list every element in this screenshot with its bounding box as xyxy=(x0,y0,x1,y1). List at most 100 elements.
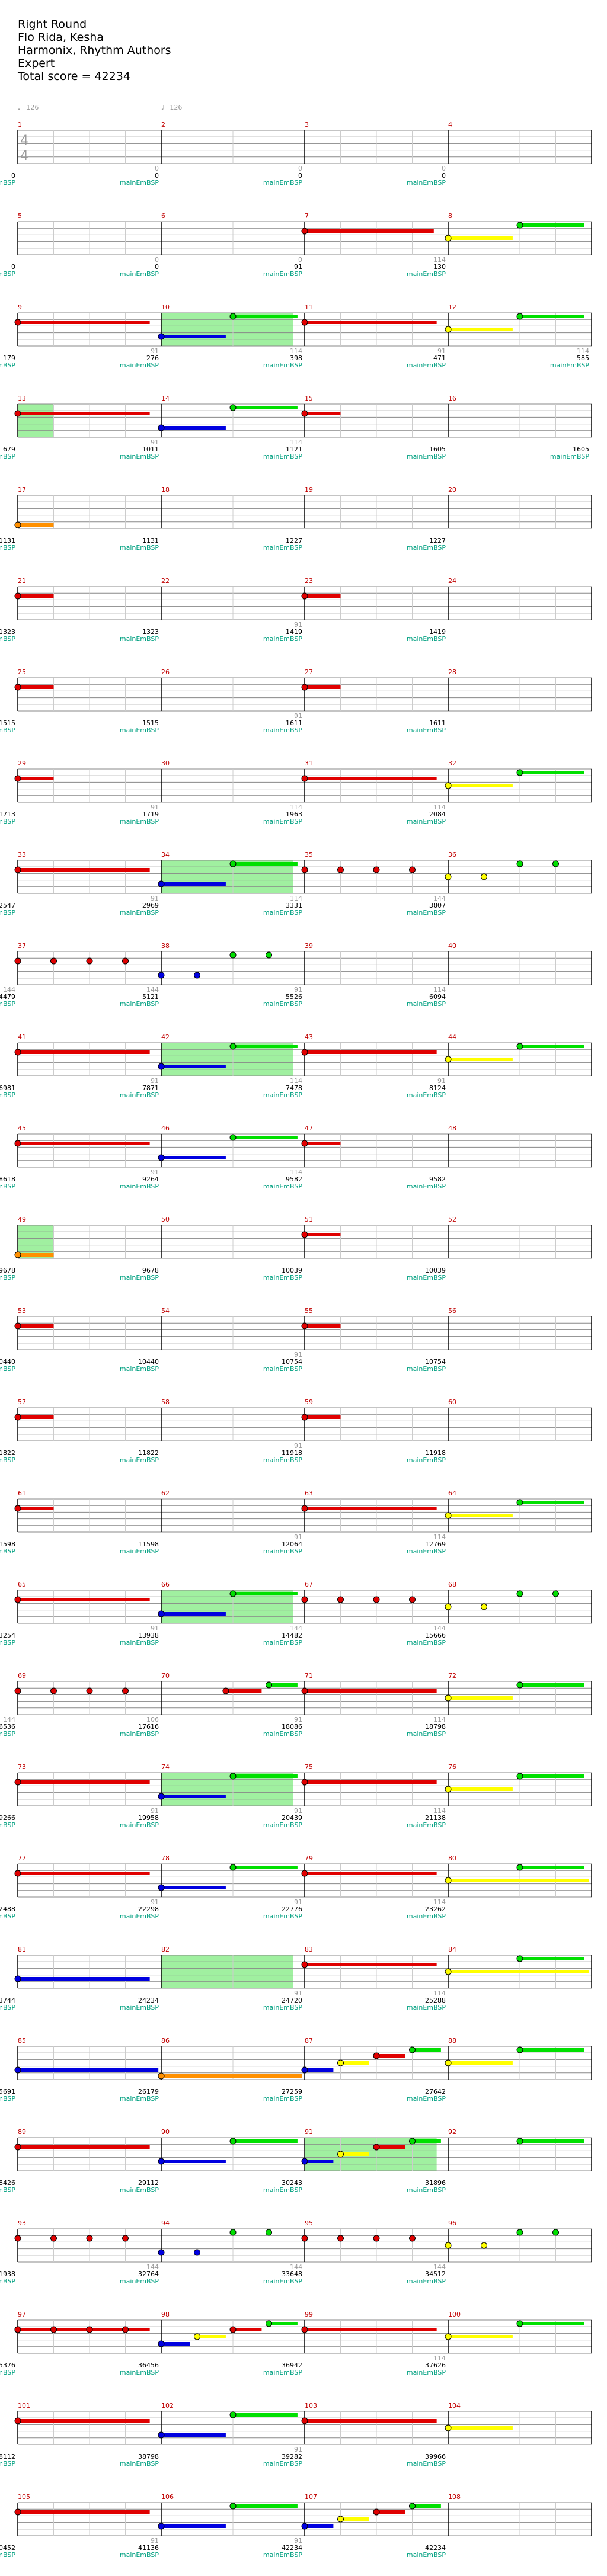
measure-number: 99 xyxy=(305,2311,313,2318)
song-charter: Harmonix, Rhythm Authors xyxy=(18,44,171,57)
starpower-section xyxy=(161,1773,293,1806)
cumulative-score: 1605 xyxy=(573,446,589,453)
measure-number: 8 xyxy=(448,212,452,220)
measure-number: 13 xyxy=(18,395,26,402)
cumulative-score: 8124 xyxy=(429,1084,446,1092)
note-points: 91 xyxy=(294,2446,302,2453)
multiplier-label: mainEmBSP xyxy=(0,1639,15,1646)
multiplier-label: mainEmBSP xyxy=(263,1547,302,1555)
multiplier-label: mainEmBSP xyxy=(120,1183,159,1190)
note-gem xyxy=(14,1505,21,1512)
measure-number: 102 xyxy=(161,2402,174,2410)
measure-number: 10 xyxy=(161,303,170,311)
cumulative-score: 11598 xyxy=(0,1540,15,1548)
cumulative-score: 22488 xyxy=(0,1905,15,1913)
cumulative-score: 7478 xyxy=(286,1084,302,1092)
cumulative-score: 34512 xyxy=(425,2270,446,2278)
note-gem xyxy=(14,1049,21,1056)
note-gem xyxy=(301,1687,308,1694)
measure-number: 100 xyxy=(448,2311,461,2318)
note-points: 114 xyxy=(290,1077,302,1085)
cumulative-score: 20439 xyxy=(282,1814,302,1822)
measure-number: 105 xyxy=(18,2493,30,2501)
note-gem xyxy=(301,1596,308,1603)
note-gem xyxy=(445,2059,452,2066)
note-gem xyxy=(445,2424,452,2431)
cumulative-score: 39966 xyxy=(425,2453,446,2460)
multiplier-label: mainEmBSP xyxy=(120,361,159,369)
cumulative-score: 11598 xyxy=(138,1540,159,1548)
note-gem xyxy=(409,1596,416,1603)
note-gem xyxy=(516,1955,523,1962)
measure-number: 54 xyxy=(161,1307,170,1315)
measure-number: 38 xyxy=(161,942,170,950)
cumulative-score: 27642 xyxy=(425,2088,446,2096)
note-gem xyxy=(445,326,452,333)
cumulative-score: 130 xyxy=(433,263,446,271)
multiplier-label: mainEmBSP xyxy=(407,1547,446,1555)
note-points: 91 xyxy=(151,438,159,446)
multiplier-label: mainEmBSP xyxy=(0,2095,15,2103)
tempo-marker: ♩=126 xyxy=(18,104,39,111)
note-points: 114 xyxy=(433,1898,446,1906)
note-gem xyxy=(50,957,57,965)
note-points: 91 xyxy=(151,1807,159,1815)
multiplier-label: mainEmBSP xyxy=(407,1912,446,1920)
measure-number: 15 xyxy=(305,395,313,402)
measure-number: 25 xyxy=(18,668,26,676)
note-gem xyxy=(158,2431,165,2439)
multiplier-label: mainEmBSP xyxy=(0,544,15,552)
cumulative-score: 11822 xyxy=(0,1449,15,1457)
cumulative-score: 9264 xyxy=(142,1175,159,1183)
note-gem xyxy=(516,769,523,776)
multiplier-label: mainEmBSP xyxy=(120,909,159,917)
measure-number: 101 xyxy=(18,2402,30,2410)
note-gem xyxy=(516,1681,523,1689)
time-signature-bottom: 4 xyxy=(20,149,28,164)
note-points: 91 xyxy=(151,2537,159,2545)
note-gem xyxy=(301,866,308,873)
note-points: 106 xyxy=(146,1716,159,1723)
note-points: 144 xyxy=(146,986,159,994)
note-gem xyxy=(14,2417,21,2424)
note-points: 144 xyxy=(3,1716,15,1723)
note-gem xyxy=(337,2235,344,2242)
measure-number: 35 xyxy=(305,851,313,858)
cumulative-score: 23744 xyxy=(0,1997,15,2004)
cumulative-score: 1323 xyxy=(142,628,159,636)
note-gem xyxy=(229,2229,237,2236)
measure-number: 30 xyxy=(161,760,170,767)
multiplier-label: mainEmBSP xyxy=(263,2369,302,2376)
cumulative-score: 30243 xyxy=(282,2179,302,2187)
note-gem xyxy=(552,2229,559,2236)
multiplier-label: mainEmBSP xyxy=(120,2460,159,2468)
cumulative-score: 25691 xyxy=(0,2088,15,2096)
note-gem xyxy=(301,1414,308,1421)
multiplier-label: mainEmBSP xyxy=(263,1000,302,1008)
multiplier-label: mainEmBSP xyxy=(120,544,159,552)
note-gem xyxy=(445,235,452,242)
note-gem xyxy=(373,2052,380,2059)
note-gem xyxy=(229,1864,237,1871)
note-gem xyxy=(301,1961,308,1968)
note-gem xyxy=(301,1049,308,1056)
measure-number: 86 xyxy=(161,2037,170,2045)
note-gem xyxy=(301,1322,308,1329)
cumulative-score: 2547 xyxy=(0,902,15,909)
measure-number: 49 xyxy=(18,1216,26,1223)
multiplier-label: mainEmBSP xyxy=(407,1821,446,1829)
measure-number: 17 xyxy=(18,486,26,494)
measure-number: 83 xyxy=(305,1946,313,1953)
measure-number: 93 xyxy=(18,2219,26,2227)
cumulative-score: 25288 xyxy=(425,1997,446,2004)
measure-number: 57 xyxy=(18,1398,26,1406)
multiplier-label: mainEmBSP xyxy=(120,1730,159,1738)
note-gem xyxy=(266,951,272,959)
note-gem xyxy=(337,2516,344,2523)
starpower-section xyxy=(161,860,293,893)
cumulative-score: 1713 xyxy=(0,810,15,818)
note-points: 114 xyxy=(433,2354,446,2362)
note-gem xyxy=(158,1610,165,1617)
note-points: 91 xyxy=(294,1442,302,1450)
note-gem xyxy=(86,2235,93,2242)
